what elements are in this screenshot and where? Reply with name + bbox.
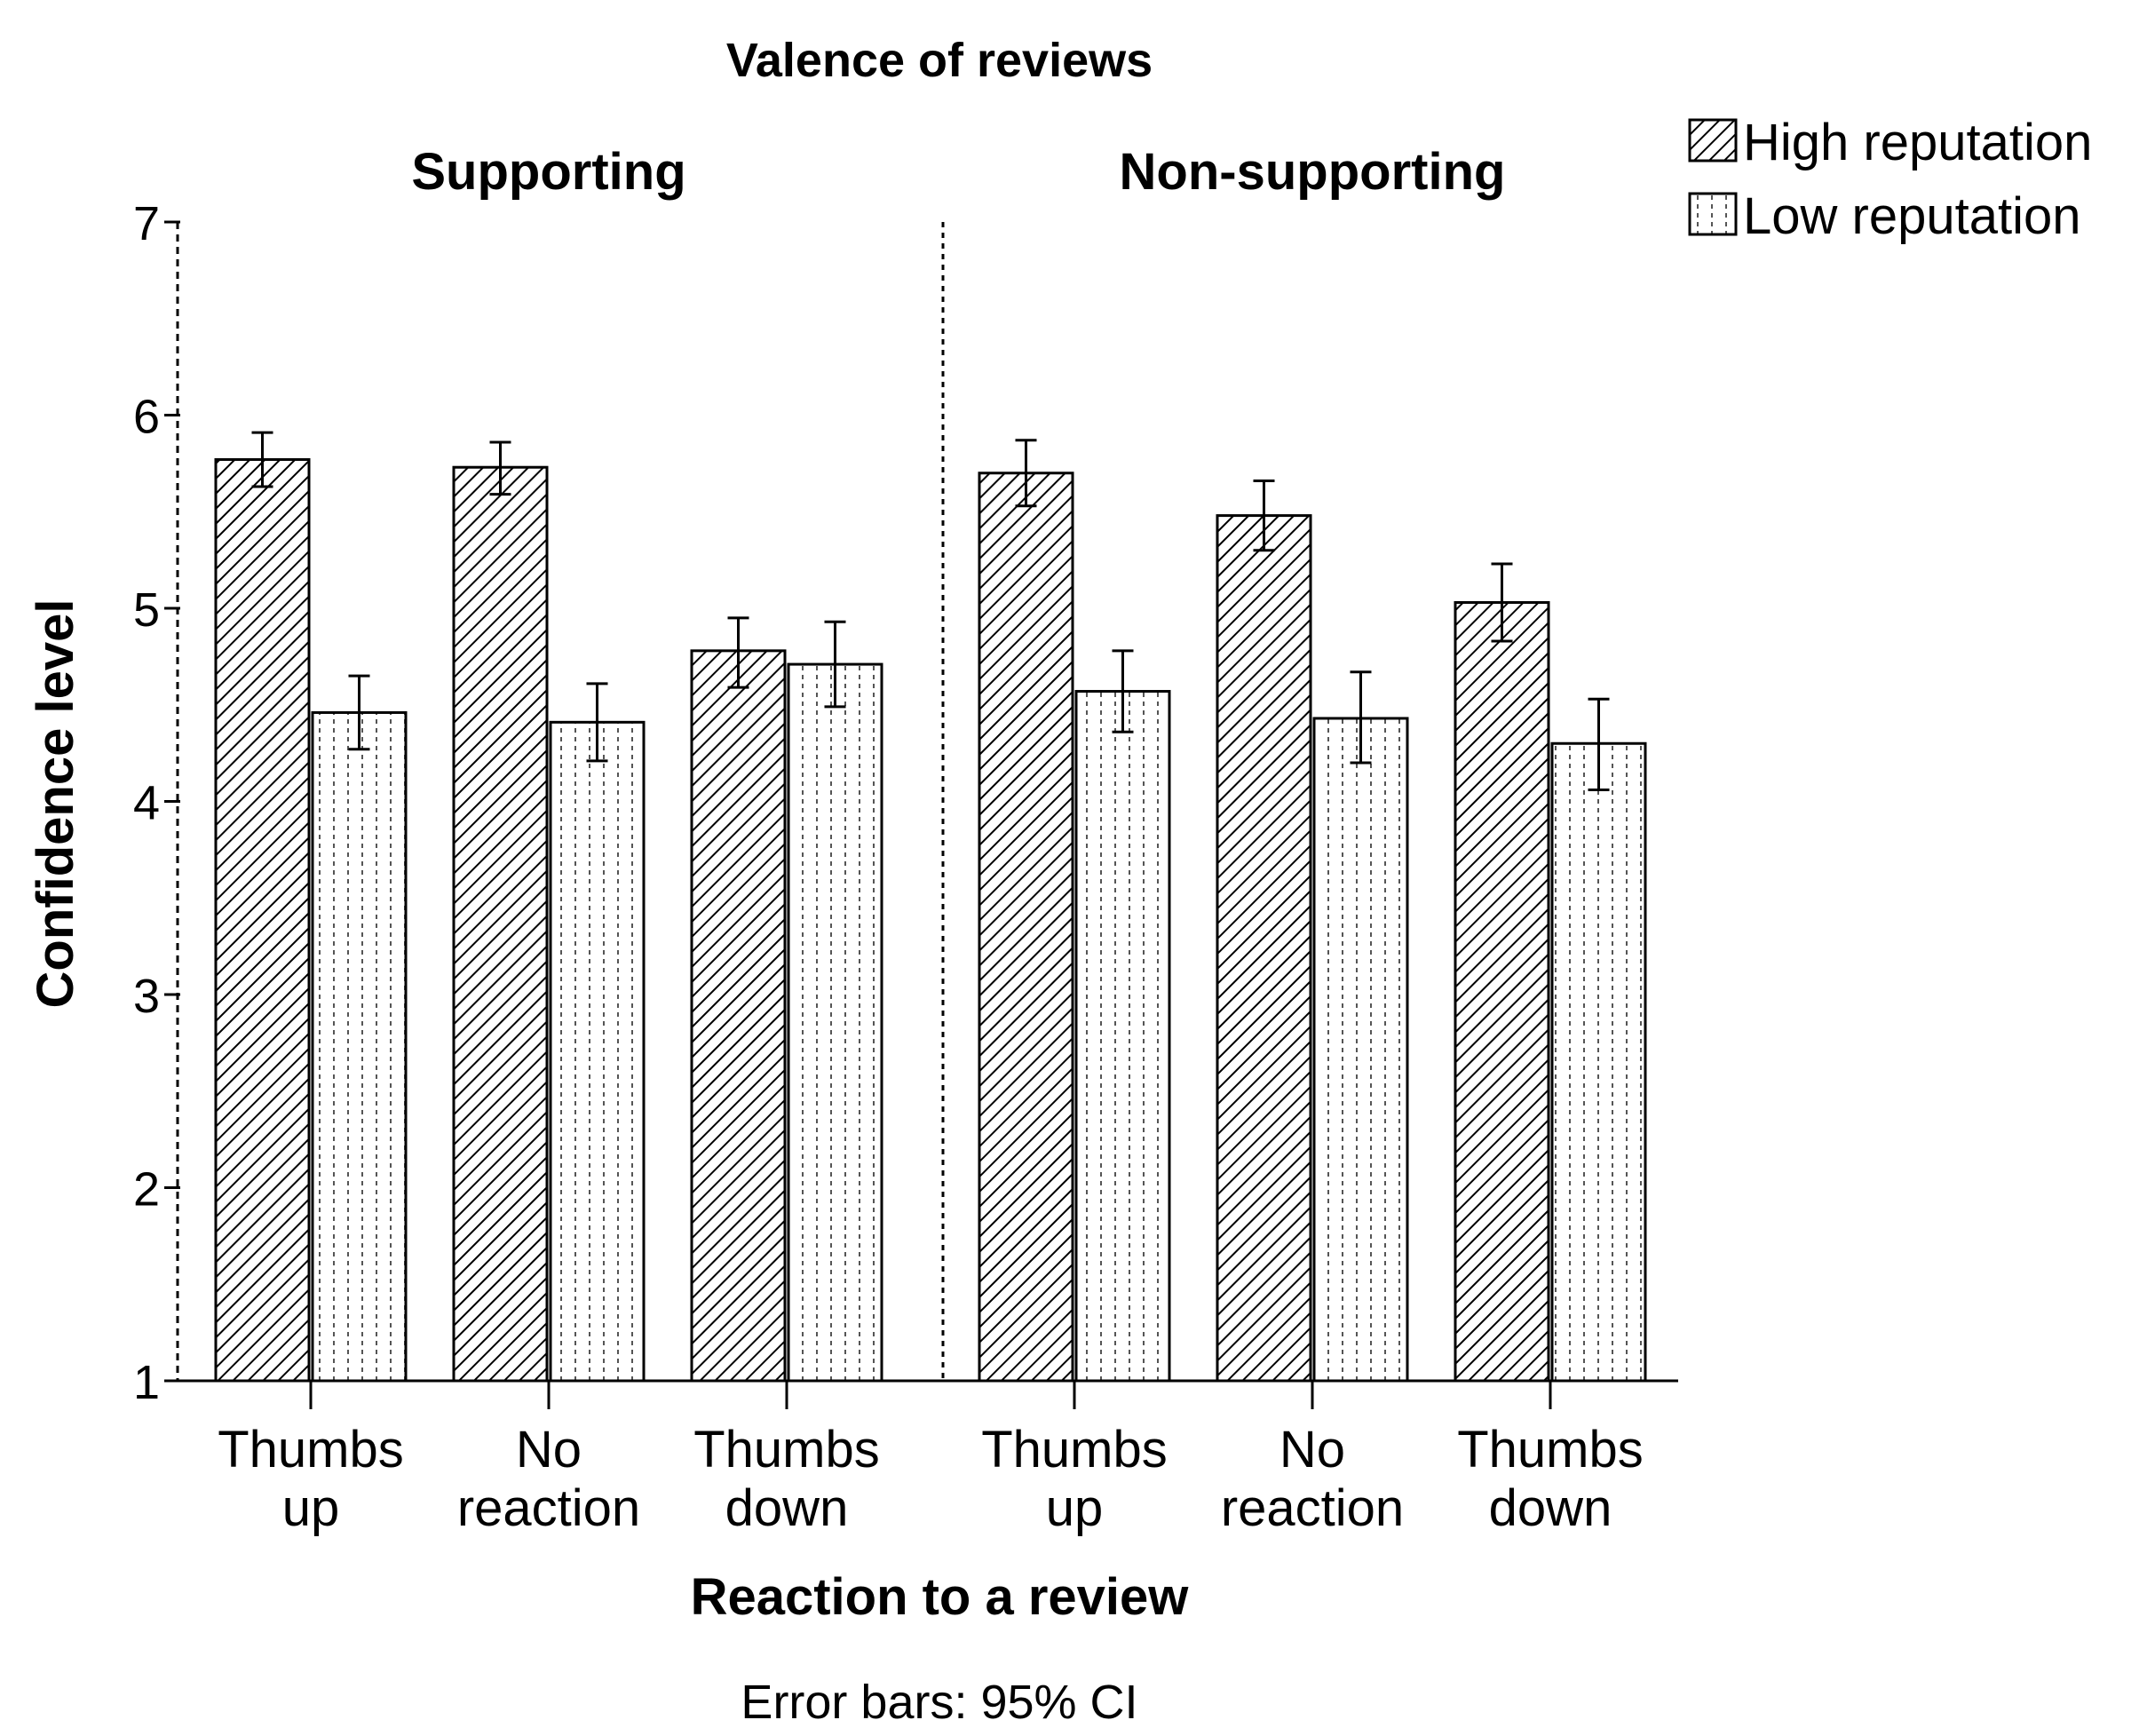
x-axis-label: Reaction to a review xyxy=(691,1568,1190,1626)
x-tick-label: Thumbs xyxy=(218,1421,404,1478)
x-tick-label: Thumbs xyxy=(1457,1421,1644,1478)
y-tick-label: 1 xyxy=(133,1356,160,1409)
x-tick-label: No xyxy=(516,1421,582,1478)
footnote: Error bars: 95% CI xyxy=(741,1676,1137,1729)
y-tick-label: 7 xyxy=(133,197,160,250)
legend-label-high: High reputation xyxy=(1743,114,2092,171)
x-tick-label: down xyxy=(1489,1479,1612,1537)
y-tick-label: 3 xyxy=(133,970,160,1023)
bar-high-reputation xyxy=(214,458,311,1383)
panel-title-supporting: Supporting xyxy=(411,143,685,201)
x-tick-label: Thumbs xyxy=(981,1421,1168,1478)
x-tick-label: down xyxy=(725,1479,849,1537)
bar-low-reputation xyxy=(1074,690,1171,1383)
bar-low-reputation xyxy=(1312,717,1409,1383)
y-axis-label: Confidence level xyxy=(27,599,84,1009)
chart-title: Valence of reviews xyxy=(726,34,1153,87)
x-tick-label: up xyxy=(1046,1479,1104,1537)
bar-high-reputation xyxy=(452,465,549,1383)
legend-label-low: Low reputation xyxy=(1743,187,2080,245)
x-tick-label: reaction xyxy=(457,1479,640,1537)
y-tick-label: 2 xyxy=(133,1163,160,1217)
bar-low-reputation xyxy=(311,710,408,1383)
y-tick-label: 5 xyxy=(133,583,160,637)
x-tick-label: No xyxy=(1279,1421,1345,1478)
panel-title-non-supporting: Non-supporting xyxy=(1120,143,1506,201)
legend: High reputation Low reputation xyxy=(1688,114,2092,245)
y-tick-label: 4 xyxy=(133,777,160,830)
bar-low-reputation xyxy=(1550,741,1647,1383)
bar-high-reputation xyxy=(978,472,1074,1383)
x-tick-label: reaction xyxy=(1221,1479,1404,1537)
bar-high-reputation xyxy=(690,649,787,1383)
bar-low-reputation xyxy=(549,720,646,1383)
x-tick-label: up xyxy=(282,1479,340,1537)
bar-high-reputation xyxy=(1216,514,1312,1383)
x-tick-label: Thumbs xyxy=(693,1421,880,1478)
bar-low-reputation xyxy=(787,662,883,1383)
bar-high-reputation xyxy=(1454,600,1550,1383)
legend-swatch-low xyxy=(1688,192,1738,236)
y-tick-label: 6 xyxy=(133,391,160,444)
legend-swatch-high xyxy=(1688,118,1738,163)
plot-area: 1234567ThumbsupNoreactionThumbsdownThumb… xyxy=(133,197,1678,1537)
